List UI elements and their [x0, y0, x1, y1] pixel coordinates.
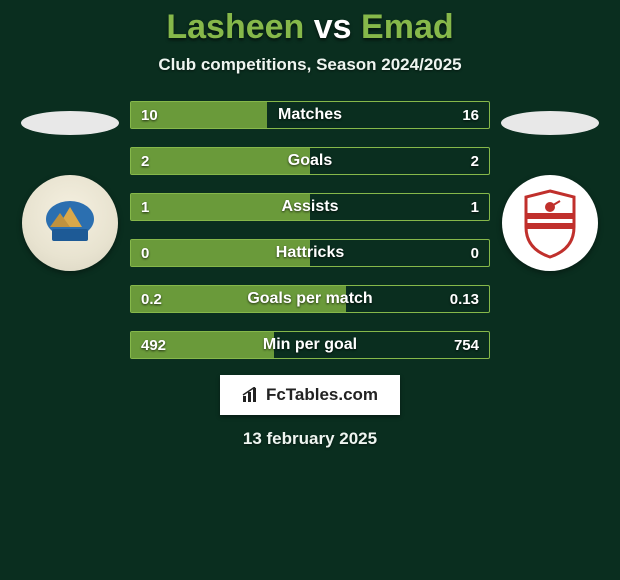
stat-row: 1 Assists 1 [130, 193, 490, 221]
left-badge-column [10, 101, 130, 271]
club-badge-left [22, 175, 118, 271]
stat-left-value: 0.2 [141, 291, 162, 308]
stat-right-value: 754 [454, 337, 479, 354]
comparison-body: 10Matches162Goals21Assists10Hattricks00.… [0, 101, 620, 359]
stat-right-value: 16 [462, 107, 479, 124]
stat-row: 2 Goals 2 [130, 147, 490, 175]
stat-label: Hattricks [276, 244, 344, 262]
stat-label: Assists [282, 198, 339, 216]
stat-fill [131, 148, 310, 174]
brand-text: FcTables.com [266, 385, 378, 405]
stat-label: Min per goal [263, 336, 357, 354]
card-subtitle: Club competitions, Season 2024/2025 [158, 55, 461, 75]
club-badge-right [502, 175, 598, 271]
pyramids-logo-icon [38, 191, 102, 255]
stat-left-value: 492 [141, 337, 166, 354]
player2-name: Emad [361, 8, 454, 46]
stat-left-value: 2 [141, 153, 149, 170]
stat-right-value: 0 [471, 245, 479, 262]
stat-left-value: 0 [141, 245, 149, 262]
stat-left-value: 10 [141, 107, 158, 124]
stat-label: Goals per match [247, 290, 372, 308]
comparison-card: Lasheen vs Emad Club competitions, Seaso… [0, 0, 620, 580]
brand-chart-icon [242, 387, 260, 403]
brand-badge: FcTables.com [220, 375, 400, 415]
stat-row: 0.2 Goals per match 0.13 [130, 285, 490, 313]
stat-label: Matches [278, 106, 342, 124]
card-title: Lasheen vs Emad [166, 8, 453, 47]
right-badge-column [490, 101, 610, 271]
stat-right-value: 2 [471, 153, 479, 170]
stat-row: 492 Min per goal 754 [130, 331, 490, 359]
stat-row: 0 Hattricks 0 [130, 239, 490, 267]
zamalek-logo-icon [520, 187, 580, 259]
player1-name: Lasheen [166, 8, 304, 46]
player2-silhouette [501, 111, 599, 135]
player1-silhouette [21, 111, 119, 135]
stat-label: Goals [288, 152, 332, 170]
stat-left-value: 1 [141, 199, 149, 216]
stat-bars: 10Matches162Goals21Assists10Hattricks00.… [130, 101, 490, 359]
vs-text: vs [314, 8, 352, 46]
stat-right-value: 0.13 [450, 291, 479, 308]
footer-date: 13 february 2025 [243, 429, 377, 449]
stat-row: 10 Matches 16 [130, 101, 490, 129]
stat-right-value: 1 [471, 199, 479, 216]
